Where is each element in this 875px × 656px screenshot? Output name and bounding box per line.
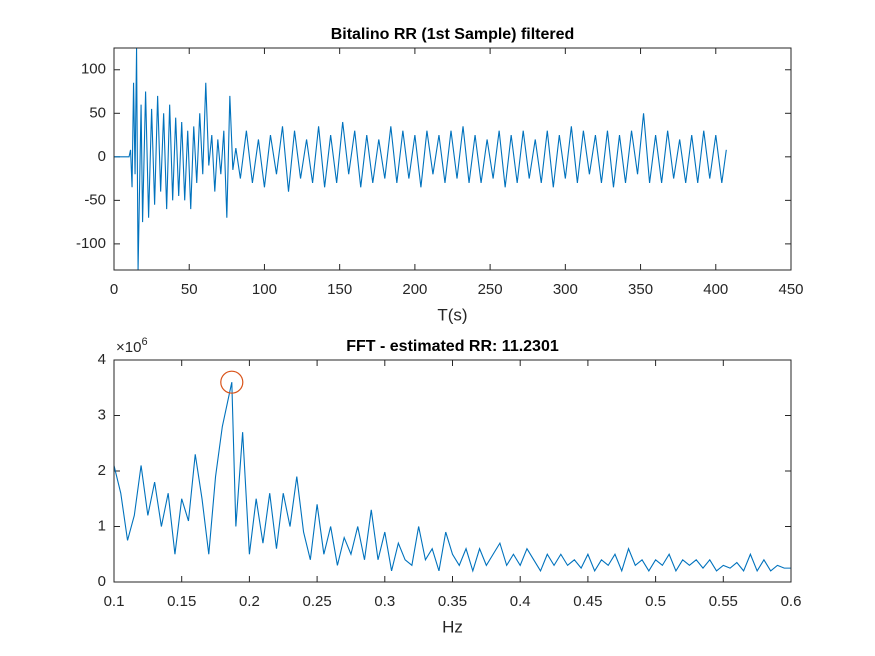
y-tick-label: -50 — [84, 191, 106, 208]
x-tick-label: 200 — [402, 281, 427, 298]
x-tick-label: 0.25 — [302, 593, 331, 610]
x-tick-label: 0.3 — [374, 593, 395, 610]
axes-box — [113, 47, 792, 271]
plot-area — [114, 48, 791, 270]
x-tick-label: 0.2 — [239, 593, 260, 610]
plot-area — [114, 360, 791, 582]
x-tick-label: 450 — [778, 281, 803, 298]
x-tick-label: 100 — [252, 281, 277, 298]
x-tick-label: 50 — [181, 281, 198, 298]
x-tick-label: 0.1 — [104, 593, 125, 610]
x-tick-label: 400 — [703, 281, 728, 298]
x-tick-label: 0.4 — [510, 593, 531, 610]
x-tick-label: 300 — [553, 281, 578, 298]
x-tick-label: 150 — [327, 281, 352, 298]
y-tick-label: 4 — [98, 351, 106, 368]
chart-title: Bitalino RR (1st Sample) filtered — [331, 26, 575, 43]
axes-box — [113, 359, 792, 583]
x-tick-label: 0.35 — [438, 593, 467, 610]
x-tick-label: 0.5 — [645, 593, 666, 610]
x-tick-label: 0.45 — [573, 593, 602, 610]
y-exponent: ×106 — [116, 336, 148, 356]
x-tick-label: 350 — [628, 281, 653, 298]
x-tick-label: 0.6 — [781, 593, 802, 610]
y-tick-label: 0 — [98, 573, 106, 590]
y-exponent-power: 6 — [141, 336, 147, 348]
x-tick-label: 0.55 — [709, 593, 738, 610]
y-tick-label: 3 — [98, 406, 106, 423]
y-exponent-base: ×10 — [116, 339, 141, 356]
peak-marker — [220, 370, 244, 394]
y-tick-label: 0 — [98, 148, 106, 165]
data-line — [114, 47, 727, 271]
y-tick-label: 1 — [98, 517, 106, 534]
data-line — [113, 382, 791, 573]
x-tick-label: 0 — [110, 281, 118, 298]
y-tick-label: 2 — [98, 462, 106, 479]
x-axis-label: T(s) — [437, 305, 467, 324]
x-axis-label: Hz — [442, 617, 463, 636]
x-tick-label: 0.15 — [167, 593, 196, 610]
y-tick-label: 100 — [81, 61, 106, 78]
y-tick-label: 50 — [89, 104, 106, 121]
chart-title: FFT - estimated RR: 11.2301 — [346, 338, 559, 355]
y-tick-label: -100 — [76, 235, 106, 252]
x-tick-label: 250 — [478, 281, 503, 298]
